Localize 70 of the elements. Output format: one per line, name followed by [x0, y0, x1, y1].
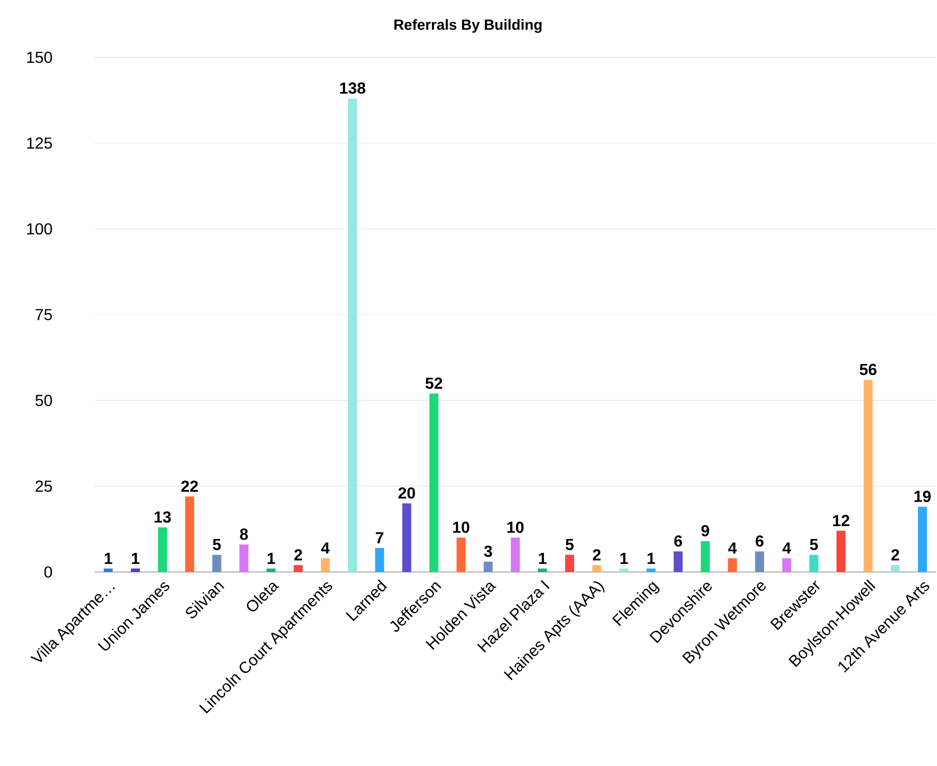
data-label: 1: [648, 552, 656, 564]
data-label: 5: [566, 538, 574, 550]
y-tick-label: 100: [27, 223, 52, 235]
bar: [674, 551, 683, 572]
data-label: 52: [426, 378, 442, 389]
bar: [592, 565, 602, 572]
data-label: 19: [914, 490, 931, 502]
data-label: 10: [453, 522, 470, 533]
bar: [728, 558, 737, 572]
data-label: 8: [240, 528, 248, 540]
data-label: 2: [294, 549, 302, 560]
data-label: 20: [398, 487, 416, 499]
data-label: 138: [340, 82, 366, 94]
data-label: 4: [321, 542, 330, 554]
data-label: 5: [212, 538, 221, 550]
data-label: 22: [181, 480, 198, 492]
bar: [429, 394, 438, 572]
data-label: 1: [539, 552, 546, 564]
bar: [809, 554, 818, 572]
data-label: 5: [810, 538, 818, 550]
bar: [538, 568, 547, 572]
bar: [510, 538, 520, 572]
data-label: 1: [268, 552, 276, 564]
y-tick-label: 50: [35, 394, 52, 406]
y-tick-label: 125: [27, 137, 52, 149]
y-tick-label: 75: [36, 309, 52, 320]
data-label: 6: [674, 535, 682, 547]
bar: [104, 568, 113, 572]
data-label: 9: [701, 525, 710, 536]
y-tick-label: 150: [27, 52, 52, 63]
bar: [918, 506, 927, 572]
data-label: 6: [756, 535, 764, 547]
data-label: 4: [728, 542, 737, 554]
bar: [402, 503, 412, 572]
chart-title: Referrals By Building: [394, 19, 542, 33]
data-label: 56: [860, 364, 876, 376]
data-label: 10: [507, 522, 524, 533]
data-label: 13: [154, 511, 171, 523]
bar: [294, 565, 303, 572]
bar: [266, 568, 276, 572]
bar: [348, 98, 357, 572]
bar: [890, 565, 900, 572]
data-label: 1: [132, 552, 140, 564]
bar: [158, 527, 168, 572]
data-label: 1: [620, 552, 628, 564]
data-label: 7: [376, 532, 384, 544]
bar: [619, 568, 628, 572]
data-label: 2: [592, 549, 601, 560]
bar: [755, 551, 764, 572]
bar: [320, 558, 330, 572]
y-tick-label: 0: [44, 566, 52, 578]
bar: [212, 554, 222, 572]
bar: [700, 541, 710, 572]
data-label: 3: [484, 546, 492, 557]
data-label: 1: [104, 552, 112, 564]
bar: [130, 568, 140, 572]
data-label: 12: [833, 514, 850, 526]
bar: [646, 568, 656, 572]
bar: [185, 496, 194, 572]
bar: [782, 558, 792, 572]
bar: [836, 530, 846, 572]
bar: [375, 548, 384, 572]
data-label: 4: [782, 542, 792, 554]
y-tick-label: 25: [36, 480, 52, 492]
bar: [456, 538, 466, 572]
bar: [484, 562, 493, 572]
data-label: 2: [891, 549, 900, 560]
bar: [239, 544, 248, 572]
bar: [565, 554, 574, 572]
bar: [864, 380, 873, 572]
